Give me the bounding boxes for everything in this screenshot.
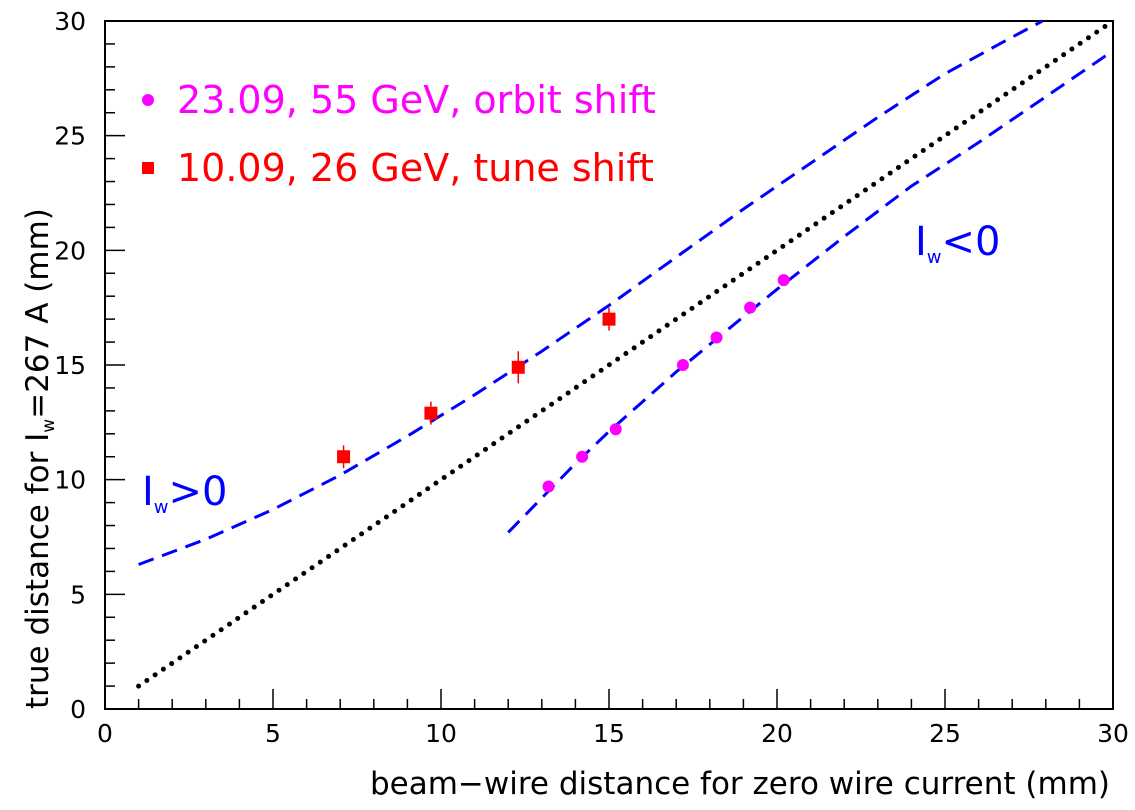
data-point-tune-shift xyxy=(602,312,616,326)
y-axis-label-prefix: true distance for I xyxy=(20,433,56,709)
x-tick-label: 5 xyxy=(265,719,281,748)
data-point-orbit-shift xyxy=(676,359,689,371)
data-point-orbit-shift xyxy=(609,423,622,436)
points-layer xyxy=(337,274,790,493)
x-tick-label: 30 xyxy=(1097,719,1129,748)
y-axis-label-suffix: =267 A (mm) xyxy=(20,208,56,419)
annotation-positive-rest: >0 xyxy=(169,469,228,515)
line-diagonal xyxy=(136,18,1116,689)
legend-marker-tune-shift xyxy=(142,162,154,174)
line-model-positive-current xyxy=(138,19,1044,566)
axis-ticks xyxy=(104,20,1114,710)
y-tick-label: 20 xyxy=(54,236,86,265)
legend-label-tune-shift: 10.09, 26 GeV, tune shift xyxy=(177,146,654,190)
legend-marker-orbit-shift xyxy=(142,94,154,106)
data-point-tune-shift xyxy=(511,360,525,374)
x-tick-label: 15 xyxy=(593,719,625,748)
y-tick-label: 30 xyxy=(54,7,86,36)
y-axis-label-subscript: w xyxy=(39,419,59,433)
y-tick-label: 5 xyxy=(70,580,86,609)
y-tick-label: 25 xyxy=(54,122,86,151)
y-tick-label: 10 xyxy=(54,466,86,495)
annotation-negative-main: I xyxy=(915,219,927,265)
legend: 23.09, 55 GeV, orbit shift 10.09, 26 GeV… xyxy=(142,78,656,190)
annotation-positive-current: Iw>0 xyxy=(142,469,228,518)
annotation-positive-sub: w xyxy=(154,497,169,518)
y-axis-label: true distance for Iw=267 A (mm) xyxy=(20,208,59,709)
x-tick-label: 25 xyxy=(929,719,961,748)
y-tick-labels: 0 5 10 15 20 25 30 xyxy=(54,7,86,724)
y-tick-label: 0 xyxy=(70,695,86,724)
annotation-negative-current: Iw<0 xyxy=(915,219,1001,268)
x-axis-label: beam−wire distance for zero wire current… xyxy=(370,766,1110,802)
x-tick-label: 10 xyxy=(425,719,457,748)
annotation-negative-sub: w xyxy=(927,247,942,268)
data-point-orbit-shift xyxy=(744,301,757,314)
x-tick-label: 0 xyxy=(97,719,113,748)
data-point-orbit-shift xyxy=(576,450,589,463)
data-point-orbit-shift xyxy=(710,331,723,344)
data-point-tune-shift xyxy=(337,450,351,464)
x-tick-label: 20 xyxy=(761,719,793,748)
legend-label-orbit-shift: 23.09, 55 GeV, orbit shift xyxy=(177,78,656,122)
y-tick-label: 15 xyxy=(54,351,86,380)
data-point-tune-shift xyxy=(424,406,438,420)
annotation-negative-rest: <0 xyxy=(942,219,1001,265)
x-tick-labels: 0 5 10 15 20 25 30 xyxy=(97,719,1129,748)
data-point-orbit-shift xyxy=(542,480,555,493)
annotation-positive-main: I xyxy=(142,469,154,515)
data-point-orbit-shift xyxy=(777,274,790,287)
line-model-negative-current xyxy=(507,49,1114,534)
